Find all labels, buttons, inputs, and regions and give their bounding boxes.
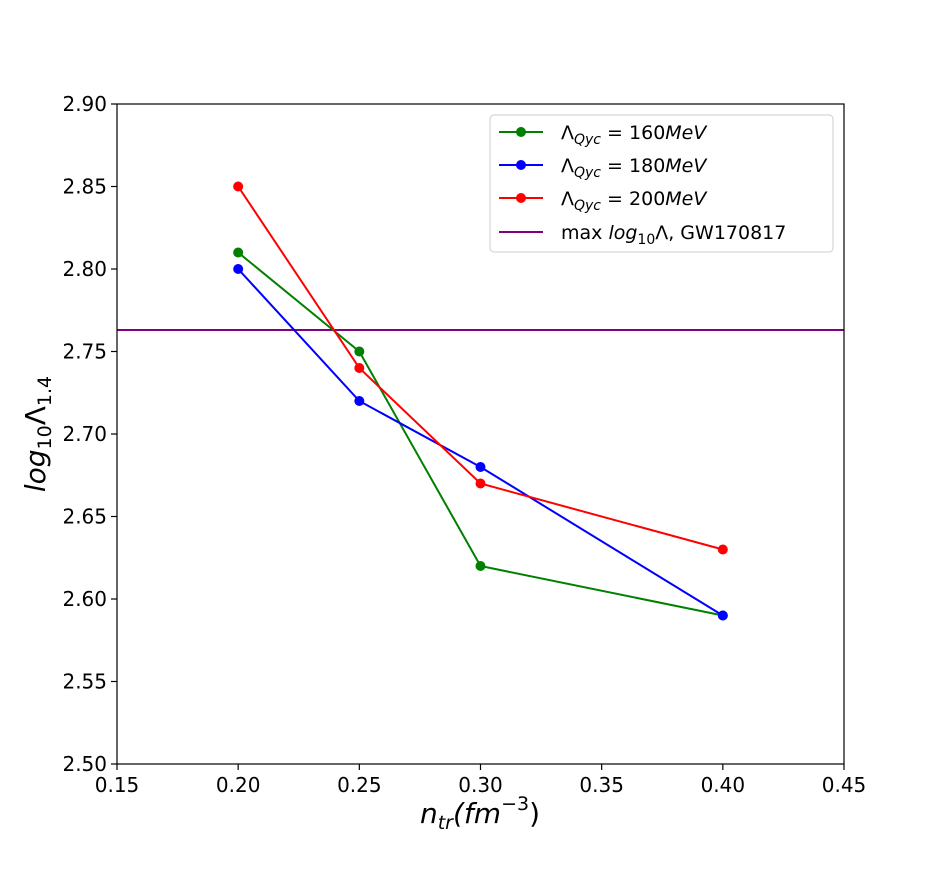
x-tick-label: 0.35 (579, 773, 624, 797)
x-tick-label: 0.15 (95, 773, 140, 797)
y-tick-label: 2.85 (62, 175, 107, 199)
legend-box (489, 114, 834, 253)
legend-entry-180: ΛQyc = 180MeV (499, 155, 708, 181)
y-tick-label: 2.60 (62, 587, 107, 611)
data-point-160 (475, 561, 486, 571)
y-tick-label: 2.70 (62, 422, 107, 446)
legend-marker-160 (516, 127, 526, 137)
x-axis-label: ntr(fm−3) (420, 793, 540, 834)
y-axis-label: log10Λ1.4 (19, 376, 56, 492)
x-axis: 0.15 0.20 0.25 0.30 0.35 0.40 0.45 (95, 764, 867, 797)
y-tick-label: 2.80 (62, 257, 107, 281)
legend-label-200: ΛQyc = 200MeV (561, 188, 708, 214)
legend-entry-200: ΛQyc = 200MeV (499, 188, 708, 214)
data-point-180 (475, 462, 486, 472)
data-point-200 (717, 544, 728, 555)
legend-label-160: ΛQyc = 160MeV (561, 122, 708, 148)
y-tick-label: 2.55 (62, 670, 107, 694)
y-axis: 2.50 2.55 2.60 2.65 2.70 2.75 2.80 2.85 2.90 (62, 92, 117, 776)
data-point-200 (475, 478, 486, 489)
data-layer (117, 181, 844, 621)
data-point-160 (354, 346, 365, 357)
x-tick-label: 0.40 (701, 773, 746, 797)
x-tick-label: 0.20 (216, 773, 261, 797)
legend-entry-gw170817: max log10Λ, GW170817 (499, 222, 786, 248)
data-point-200 (354, 363, 365, 373)
legend: ΛQyc = 160MeV ΛQyc = 180MeV ΛQyc = 200Me… (489, 114, 834, 253)
data-point-180 (354, 396, 365, 406)
legend-marker-200 (516, 193, 526, 203)
x-tick-label: 0.25 (337, 773, 382, 797)
y-tick-label: 2.90 (62, 92, 107, 116)
data-point-200 (233, 181, 244, 192)
data-point-160 (233, 247, 244, 258)
data-point-180 (233, 264, 244, 274)
legend-entry-160: ΛQyc = 160MeV (499, 122, 708, 148)
data-point-180 (717, 610, 728, 621)
x-tick-label: 0.45 (822, 773, 867, 797)
legend-marker-180 (516, 160, 526, 170)
y-tick-label: 2.65 (62, 505, 107, 529)
legend-label-gw170817: max log10Λ, GW170817 (561, 222, 786, 248)
y-tick-label: 2.75 (62, 340, 107, 364)
y-tick-label: 2.50 (62, 752, 107, 776)
x-tick-label: 0.30 (458, 773, 503, 797)
series-line-200 (237, 185, 724, 551)
series-line-180 (237, 268, 724, 617)
legend-label-180: ΛQyc = 180MeV (561, 155, 708, 181)
series-line-160 (237, 251, 724, 617)
